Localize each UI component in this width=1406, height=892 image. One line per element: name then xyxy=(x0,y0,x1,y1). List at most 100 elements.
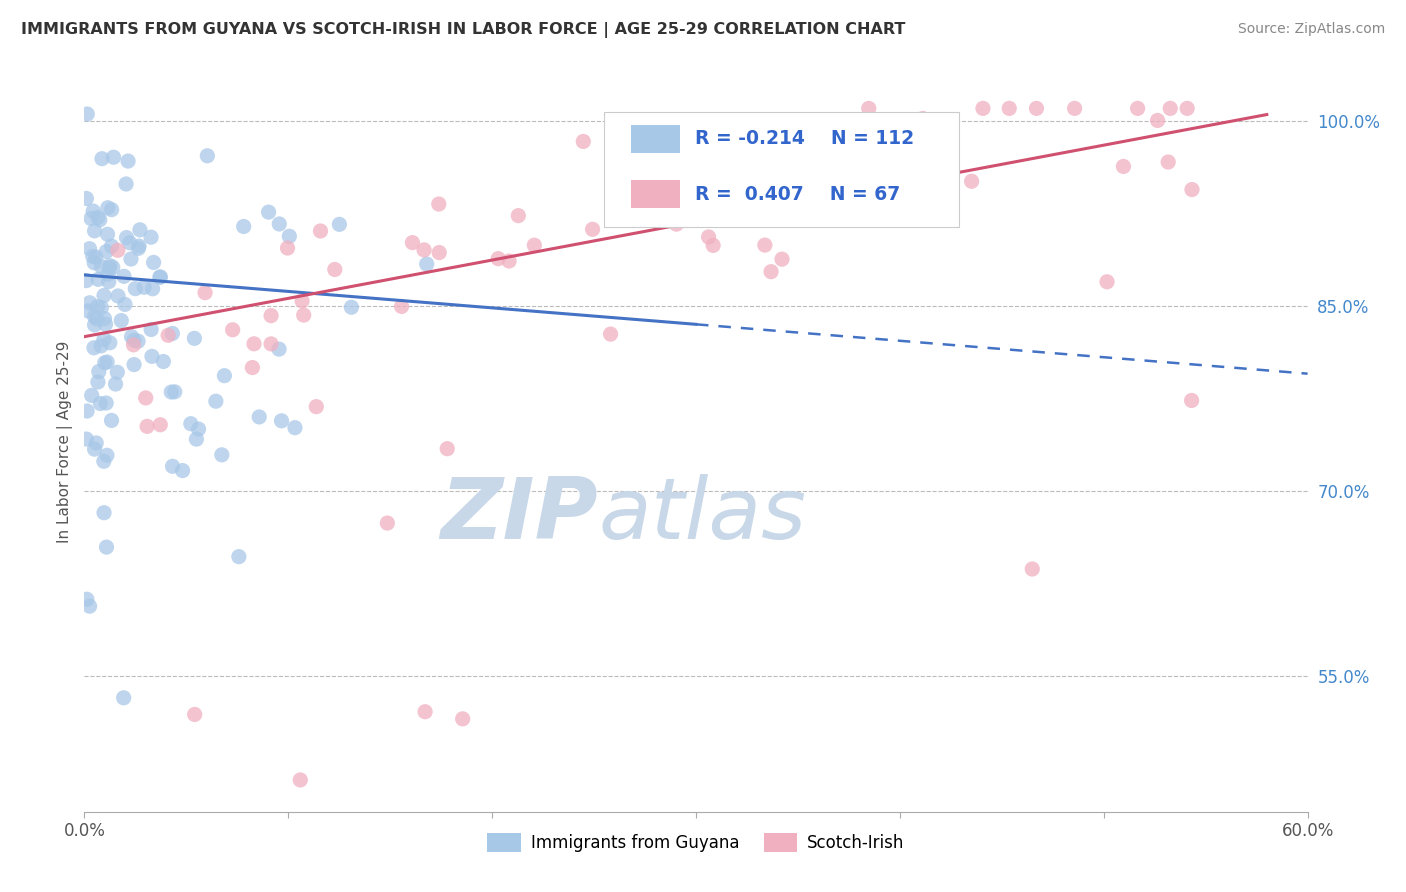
Point xyxy=(260,309,283,323)
Point xyxy=(75,274,97,288)
Point xyxy=(142,282,165,296)
Point xyxy=(87,211,110,225)
Point xyxy=(142,255,165,269)
Point xyxy=(278,229,301,244)
Point xyxy=(97,201,120,215)
Point xyxy=(100,239,122,253)
Point xyxy=(309,224,332,238)
Point xyxy=(221,323,243,337)
Point xyxy=(96,396,118,410)
Point xyxy=(1112,160,1135,174)
Point xyxy=(269,217,291,231)
Point xyxy=(83,256,105,270)
Point xyxy=(884,205,907,219)
Point xyxy=(76,592,98,607)
Point xyxy=(76,107,98,121)
Point xyxy=(1063,102,1085,116)
Point xyxy=(118,235,141,250)
Point xyxy=(98,260,121,275)
Point xyxy=(754,238,776,252)
Point xyxy=(340,300,363,314)
Point xyxy=(114,297,136,311)
Point xyxy=(121,329,143,343)
Point xyxy=(260,337,283,351)
Point xyxy=(115,230,138,244)
Point xyxy=(486,252,509,266)
Point xyxy=(1025,102,1047,116)
Point xyxy=(152,354,174,368)
Point xyxy=(83,318,105,332)
Point xyxy=(858,102,880,116)
Point xyxy=(115,177,138,191)
Point xyxy=(183,707,205,722)
Point xyxy=(211,448,233,462)
Point xyxy=(79,599,101,614)
Point xyxy=(84,436,107,450)
Point xyxy=(84,250,107,264)
Point xyxy=(665,217,688,231)
Point xyxy=(87,365,110,379)
Point xyxy=(290,772,312,787)
Point xyxy=(93,332,115,346)
Point xyxy=(83,310,105,324)
Point xyxy=(413,705,436,719)
Point xyxy=(149,417,172,432)
Point xyxy=(97,267,120,281)
Point xyxy=(96,244,118,259)
Point xyxy=(80,388,103,402)
Point xyxy=(776,207,799,221)
Point xyxy=(101,260,124,275)
Point xyxy=(120,252,142,266)
Point xyxy=(80,211,103,226)
Point xyxy=(180,417,202,431)
Point xyxy=(763,212,786,227)
Point xyxy=(270,414,292,428)
Point xyxy=(911,112,934,126)
Point xyxy=(136,419,159,434)
Point xyxy=(89,212,111,227)
Point xyxy=(122,358,145,372)
Point xyxy=(86,300,108,314)
Point xyxy=(87,272,110,286)
Point xyxy=(427,245,450,260)
Point xyxy=(972,102,994,116)
Point xyxy=(242,360,264,375)
Point xyxy=(86,312,108,326)
Point xyxy=(128,239,150,253)
Point xyxy=(112,690,135,705)
Point xyxy=(139,322,162,336)
Point xyxy=(100,202,122,217)
Point xyxy=(83,442,105,456)
Point xyxy=(149,270,172,285)
Point xyxy=(759,265,782,279)
Point xyxy=(87,375,110,389)
Point xyxy=(228,549,250,564)
Point xyxy=(1181,393,1204,408)
Point xyxy=(93,506,115,520)
Point xyxy=(1126,102,1149,116)
Point xyxy=(508,209,530,223)
Point xyxy=(107,244,129,258)
Bar xyxy=(631,125,681,153)
Point xyxy=(93,288,115,302)
Point xyxy=(132,280,155,294)
Point xyxy=(284,420,307,434)
Point xyxy=(998,102,1021,116)
Point xyxy=(572,135,595,149)
Point xyxy=(436,442,458,456)
Point xyxy=(98,259,121,273)
Text: Source: ZipAtlas.com: Source: ZipAtlas.com xyxy=(1237,22,1385,37)
Y-axis label: In Labor Force | Age 25-29: In Labor Force | Age 25-29 xyxy=(58,341,73,542)
Point xyxy=(194,285,217,300)
Point xyxy=(205,394,228,409)
Point xyxy=(79,242,101,256)
Point xyxy=(90,260,112,274)
Point xyxy=(243,336,266,351)
Point xyxy=(187,422,209,436)
Point xyxy=(697,230,720,244)
Point xyxy=(97,275,120,289)
Point xyxy=(141,350,163,364)
Point xyxy=(77,304,100,318)
Point xyxy=(91,152,114,166)
Point xyxy=(1159,102,1181,116)
